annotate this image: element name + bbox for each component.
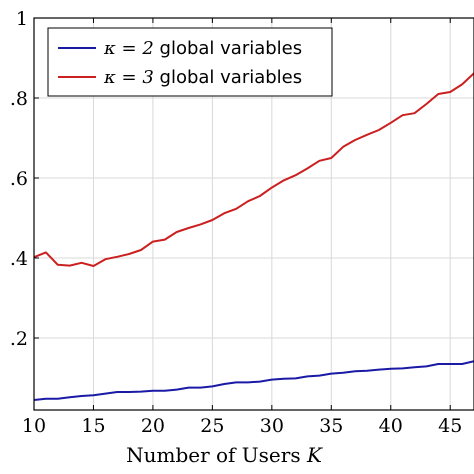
x-tick-label: 30 — [260, 415, 284, 437]
legend-entry-math: κ = 3 — [103, 67, 160, 88]
y-tick-label: .6 — [10, 168, 28, 190]
x-axis-label-text: Number of Users — [126, 443, 300, 467]
plot-frame — [33, 17, 474, 411]
legend-entry-1: κ = 2 global variables — [103, 38, 302, 59]
series-group — [33, 72, 474, 401]
x-axis-label-variable: K — [306, 443, 323, 467]
legend-entry-text: global variables — [160, 67, 303, 88]
legend-entry-2: κ = 3 global variables — [103, 67, 302, 88]
x-tick-label: 35 — [319, 415, 343, 437]
x-tick-label: 20 — [141, 415, 165, 437]
y-tick-label: 1 — [16, 8, 28, 30]
x-axis-label: Number of Users K — [126, 443, 323, 467]
x-tick-label: 40 — [379, 415, 403, 437]
legend-entry-text: global variables — [160, 38, 303, 59]
legend-box — [47, 27, 333, 97]
x-tick-label: 25 — [200, 415, 224, 437]
tick-labels: 10 15 20 25 30 35 40 45 .2 .4 .6 .8 1 — [10, 8, 462, 437]
ticks — [33, 17, 451, 410]
x-tick-label: 15 — [81, 415, 105, 437]
legend-entry-math: κ = 2 — [103, 38, 160, 59]
y-tick-label: .2 — [10, 328, 28, 350]
series-line-1 — [33, 360, 474, 401]
y-tick-label: .4 — [10, 248, 28, 270]
y-tick-label: .8 — [10, 88, 28, 110]
x-tick-label: 10 — [22, 415, 46, 437]
series-line-2 — [33, 72, 474, 267]
x-tick-label: 45 — [438, 415, 462, 437]
